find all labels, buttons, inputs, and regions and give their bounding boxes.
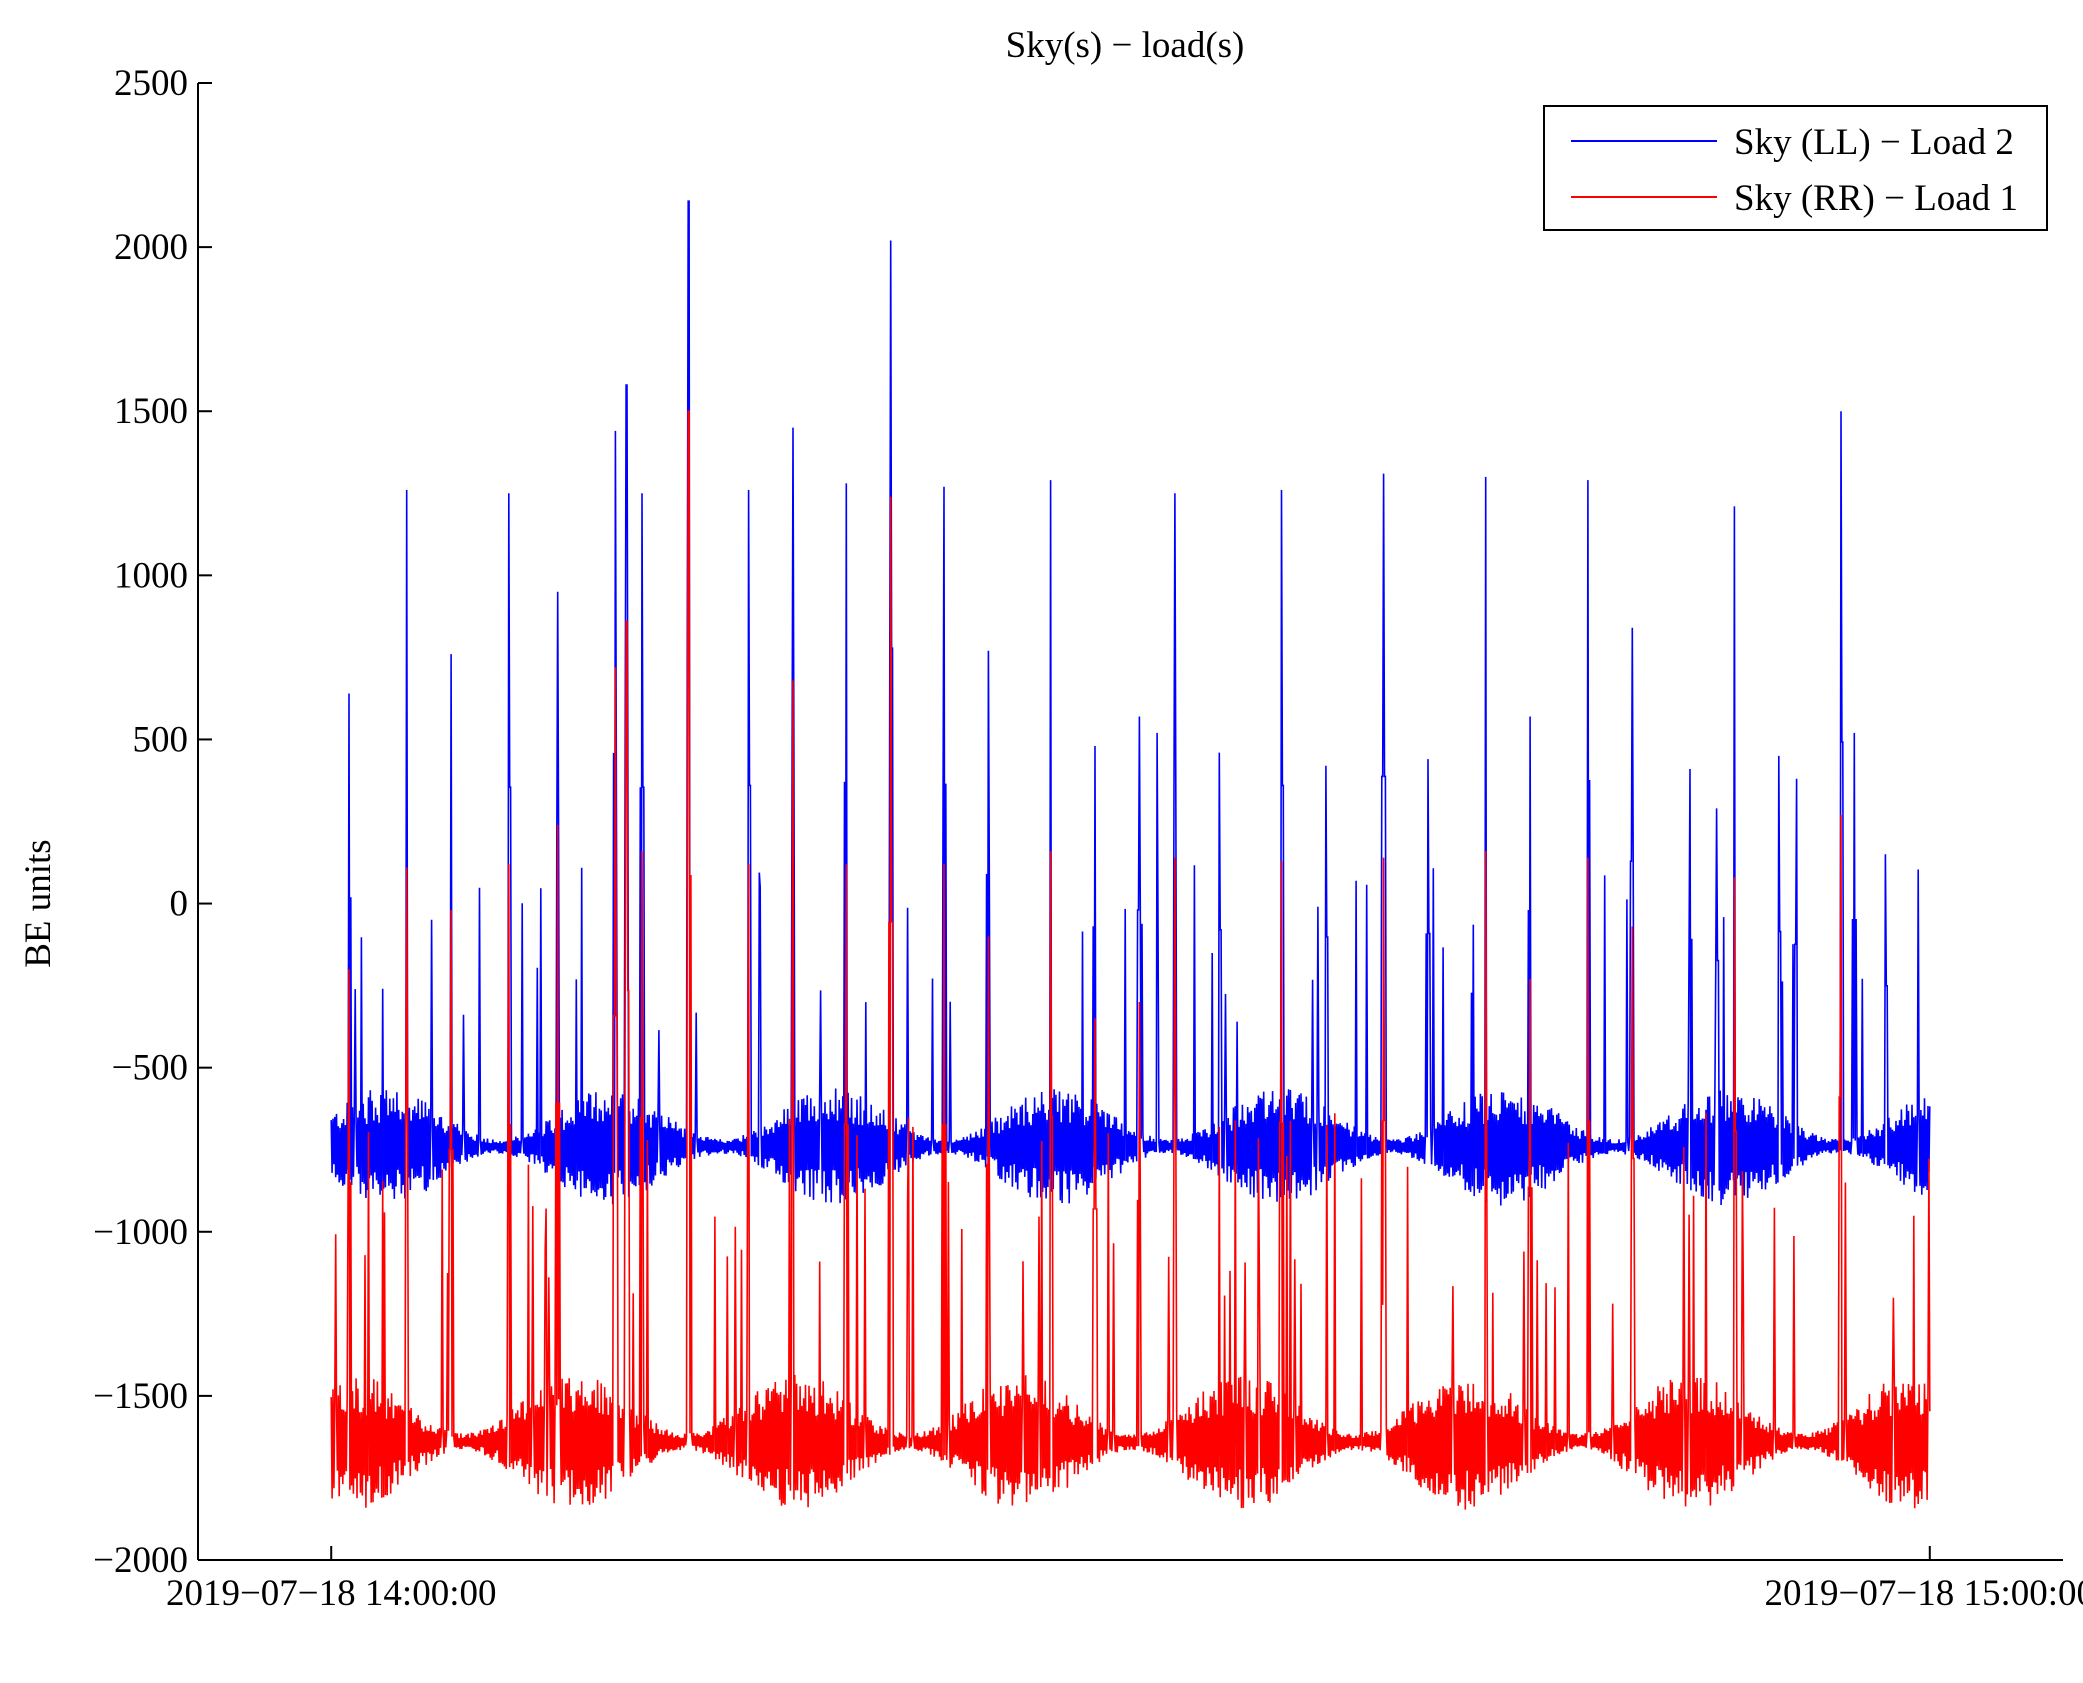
y-tick-label: −500	[112, 1048, 188, 1089]
x-tick-label: 2019−07−18 15:00:00	[1765, 1573, 2083, 1614]
y-tick-label: 0	[170, 884, 189, 925]
axes: −2000 −1500 −1000 −500 0 500 1000 1500 2000 2500 2…	[93, 63, 2083, 1614]
legend-label: Sky (LL) − Load 2	[1734, 122, 2014, 163]
series-line-2	[330, 410, 1931, 1510]
y-tick-label: 1500	[114, 391, 188, 432]
legend: Sky (LL) − Load 2 Sky (RR) − Load 1	[1543, 105, 2048, 231]
legend-box	[1543, 105, 2048, 231]
y-tick-label: −1500	[93, 1376, 188, 1417]
y-tick-label: 2000	[114, 227, 188, 268]
x-tick-label: 2019−07−18 14:00:00	[166, 1573, 497, 1614]
y-tick-label: −2000	[93, 1540, 188, 1581]
y-tick-label: −1000	[93, 1212, 188, 1253]
series-line-1	[330, 200, 1931, 1206]
y-tick-label: 500	[133, 719, 189, 760]
y-axis-label: BE units	[18, 839, 59, 968]
y-tick-label: 1000	[114, 555, 188, 596]
plot-series	[330, 200, 1931, 1510]
legend-label: Sky (RR) − Load 1	[1734, 178, 2018, 219]
chart-title: Sky(s) − load(s)	[1006, 25, 1245, 66]
y-tick-label: 2500	[114, 63, 188, 104]
